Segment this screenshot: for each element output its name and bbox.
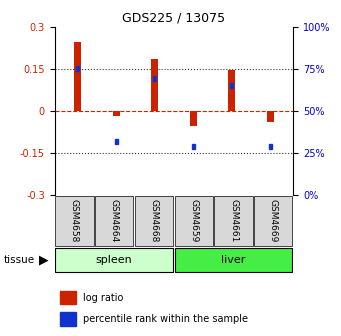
Bar — [267, 111, 273, 122]
FancyBboxPatch shape — [175, 196, 213, 246]
Text: GSM4658: GSM4658 — [70, 199, 79, 243]
FancyBboxPatch shape — [55, 248, 173, 272]
Text: percentile rank within the sample: percentile rank within the sample — [83, 314, 248, 324]
FancyBboxPatch shape — [95, 196, 133, 246]
Bar — [74, 42, 81, 111]
Bar — [60, 312, 76, 326]
Title: GDS225 / 13075: GDS225 / 13075 — [122, 11, 225, 24]
Bar — [115, 138, 118, 144]
FancyBboxPatch shape — [254, 196, 293, 246]
Text: GSM4669: GSM4669 — [269, 199, 278, 243]
Text: liver: liver — [221, 255, 246, 265]
Bar — [228, 70, 235, 111]
Bar — [60, 291, 76, 304]
FancyBboxPatch shape — [55, 196, 93, 246]
FancyBboxPatch shape — [214, 196, 253, 246]
Bar — [153, 77, 156, 82]
Text: GSM4664: GSM4664 — [110, 199, 119, 243]
Text: GSM4659: GSM4659 — [189, 199, 198, 243]
Text: spleen: spleen — [96, 255, 133, 265]
FancyBboxPatch shape — [135, 196, 173, 246]
Text: GSM4661: GSM4661 — [229, 199, 238, 243]
Text: tissue: tissue — [3, 255, 34, 265]
Text: ▶: ▶ — [39, 254, 49, 267]
FancyBboxPatch shape — [175, 248, 293, 272]
Text: GSM4668: GSM4668 — [149, 199, 159, 243]
Bar — [269, 144, 272, 149]
Bar — [192, 144, 195, 149]
Bar — [230, 83, 233, 88]
Bar — [151, 59, 158, 111]
Bar — [190, 111, 196, 126]
Bar — [113, 111, 120, 117]
Text: log ratio: log ratio — [83, 293, 123, 303]
Bar — [76, 66, 79, 72]
